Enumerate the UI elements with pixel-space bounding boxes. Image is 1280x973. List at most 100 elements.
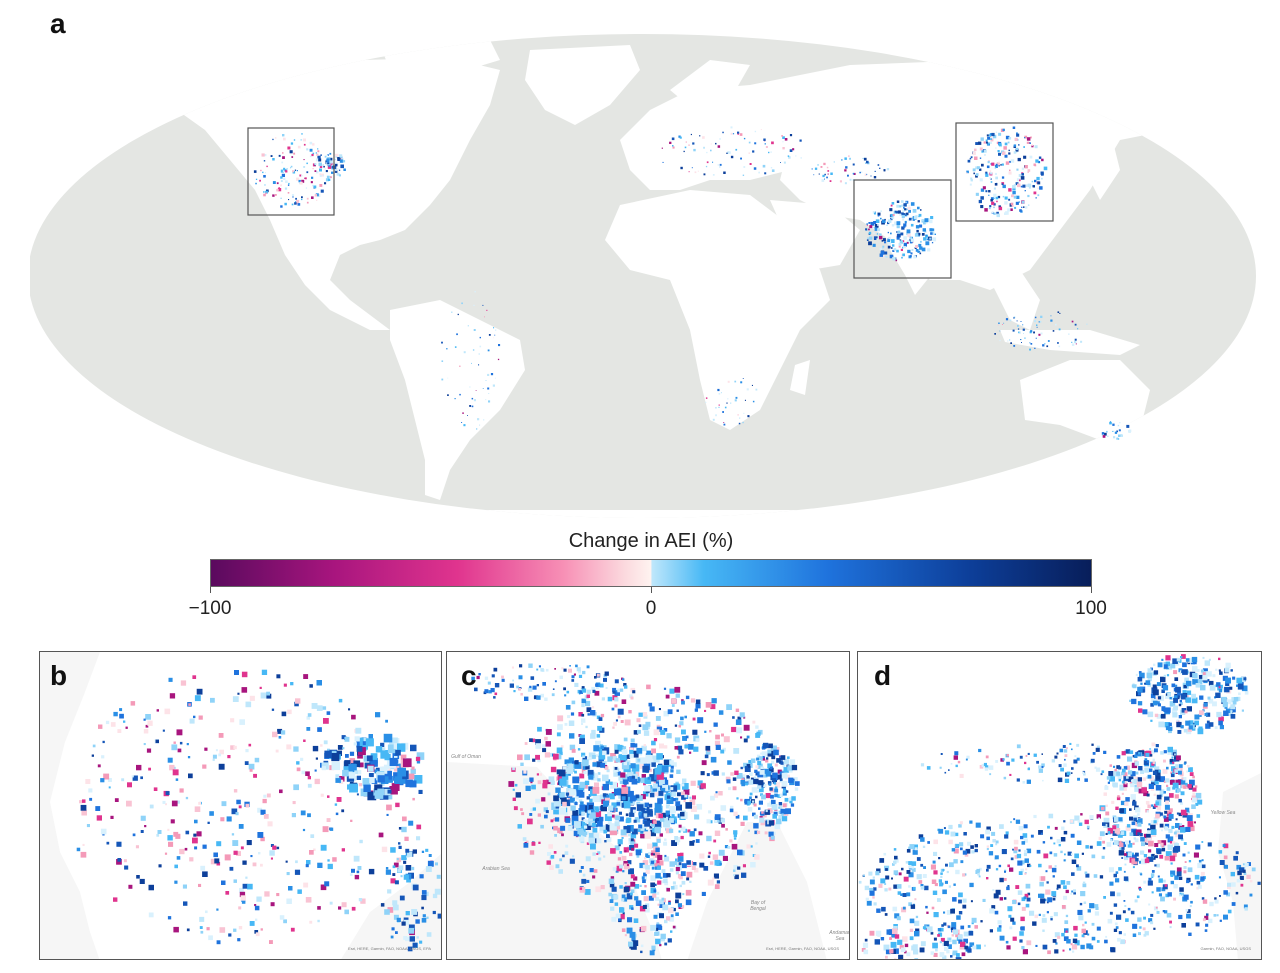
aei-cell xyxy=(1137,686,1143,693)
aei-cell xyxy=(1026,184,1029,187)
aei-cell xyxy=(736,773,743,779)
aei-cell xyxy=(1022,833,1028,838)
aei-cell xyxy=(1118,817,1123,822)
aei-cell xyxy=(996,162,1000,166)
aei-cell xyxy=(879,247,882,251)
aei-cell xyxy=(624,685,628,689)
aei-cell xyxy=(675,892,682,899)
aei-cell xyxy=(1060,767,1064,772)
aei-cell xyxy=(427,860,434,867)
aei-cell xyxy=(1078,915,1084,921)
aei-cell xyxy=(643,714,648,719)
aei-cell xyxy=(989,141,992,144)
aei-cell xyxy=(1107,918,1113,924)
aei-cell xyxy=(700,783,706,789)
aei-cell xyxy=(1125,825,1131,832)
aei-cell xyxy=(1070,943,1073,946)
aei-cell xyxy=(714,884,720,889)
north-america xyxy=(170,58,500,330)
aei-cell xyxy=(586,807,591,812)
aei-cell xyxy=(641,807,645,812)
aei-cell xyxy=(1074,815,1080,821)
aei-cell xyxy=(188,773,193,779)
aei-cell xyxy=(1180,656,1183,659)
aei-cell xyxy=(685,889,692,896)
aei-cell xyxy=(1071,767,1074,770)
aei-cell xyxy=(1008,171,1012,175)
aei-cell xyxy=(1081,934,1085,938)
aei-cell xyxy=(668,907,674,914)
aei-cell xyxy=(1041,917,1047,923)
aei-cell xyxy=(1115,806,1119,810)
arabia xyxy=(770,200,860,270)
aei-cell xyxy=(521,812,525,816)
aei-cell xyxy=(761,811,764,814)
aei-cell xyxy=(103,773,110,780)
aei-cell xyxy=(610,848,616,854)
aei-cell xyxy=(263,794,267,798)
aei-cell xyxy=(663,878,668,883)
aei-cell xyxy=(845,166,848,169)
aei-cell xyxy=(171,800,178,807)
aei-cell xyxy=(1135,852,1139,857)
aei-cell xyxy=(933,870,938,875)
aei-cell xyxy=(1219,725,1224,730)
aei-cell xyxy=(669,760,674,765)
aei-cell xyxy=(632,940,639,946)
aei-cell xyxy=(530,676,535,680)
inset-box-usa xyxy=(247,127,335,216)
aei-cell xyxy=(1042,841,1046,844)
aei-cell xyxy=(1189,779,1195,786)
aei-cell xyxy=(894,858,899,863)
aei-cell xyxy=(1066,881,1071,885)
aei-cell xyxy=(772,780,776,784)
aei-cell xyxy=(1050,319,1053,322)
aei-cell xyxy=(1198,675,1203,679)
aei-cell xyxy=(980,834,985,839)
aei-cell xyxy=(884,218,886,221)
aei-cell xyxy=(735,719,742,725)
aei-cell xyxy=(1158,770,1161,773)
aei-cell xyxy=(524,742,528,745)
aei-cell xyxy=(310,181,313,184)
aei-cell xyxy=(682,893,685,896)
aei-cell xyxy=(1082,883,1087,888)
aei-cell xyxy=(820,166,823,168)
aei-cell xyxy=(164,708,171,715)
aei-cell xyxy=(896,200,900,203)
aei-cell xyxy=(1218,686,1221,689)
aei-cell xyxy=(537,758,541,763)
aei-cell xyxy=(1037,181,1041,185)
aei-cell xyxy=(403,860,407,864)
aei-cell xyxy=(720,818,725,823)
aei-cell xyxy=(885,868,888,871)
aei-cell xyxy=(689,796,692,799)
aei-cell xyxy=(608,878,615,884)
aei-cell xyxy=(743,738,748,743)
aei-cell xyxy=(774,763,778,767)
aei-cell xyxy=(718,791,723,796)
aei-cell xyxy=(335,163,338,167)
aei-cell xyxy=(1174,753,1176,755)
aei-cell xyxy=(407,946,413,952)
aei-cell xyxy=(559,858,563,862)
aei-cell xyxy=(903,236,907,240)
aei-cell xyxy=(986,165,990,169)
aei-cell xyxy=(1174,794,1179,799)
aei-cell xyxy=(1137,692,1141,696)
aei-cell xyxy=(1179,892,1182,895)
aei-cell xyxy=(707,855,711,858)
aei-cell xyxy=(1003,776,1007,780)
aei-cell xyxy=(592,875,596,879)
aei-cell xyxy=(383,733,393,743)
aei-cell xyxy=(338,169,341,171)
aei-cell xyxy=(717,145,721,148)
aei-cell xyxy=(875,219,880,223)
aei-cell xyxy=(1188,720,1194,725)
aei-cell xyxy=(301,174,303,177)
aei-cell xyxy=(1035,944,1038,947)
aei-cell xyxy=(963,938,968,944)
aei-cell xyxy=(901,204,904,207)
aei-cell xyxy=(1156,714,1162,719)
aei-cell xyxy=(1065,747,1068,750)
